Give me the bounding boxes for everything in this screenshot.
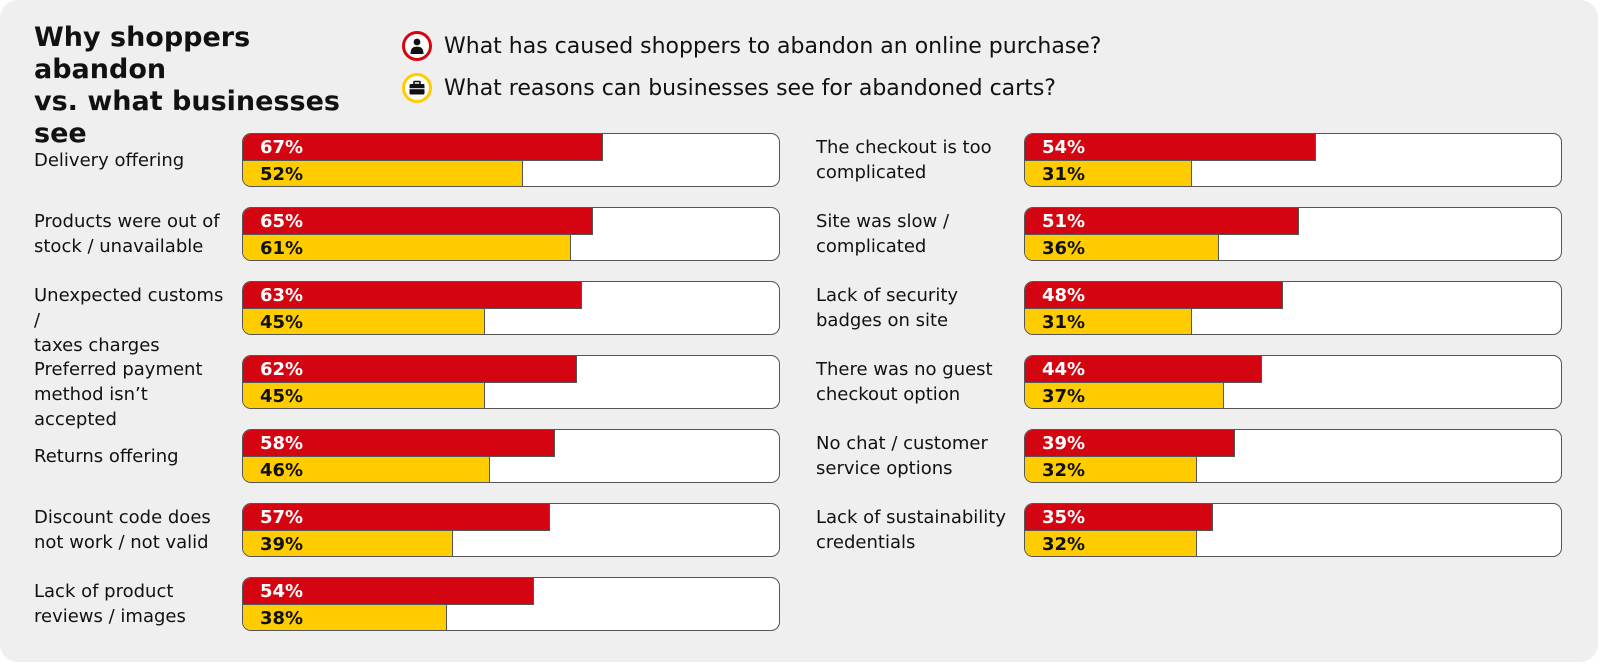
shoppers-bar — [243, 134, 604, 161]
businesses-value-label: 32% — [1042, 460, 1086, 481]
businesses-bar — [1025, 383, 1225, 408]
shoppers-bar — [1025, 282, 1284, 309]
category-label: Lack of sustainability credentials — [816, 507, 1007, 553]
legend-businesses-label: What reasons can businesses see for aban… — [444, 75, 1056, 101]
businesses-value-label: 32% — [1042, 534, 1086, 555]
bar-pair-12: 39% 32% — [1024, 429, 1562, 483]
bar-pair-6: 57% 39% — [242, 503, 780, 557]
businesses-bar — [243, 309, 486, 334]
category-label: Unexpected customs / taxes charges — [34, 285, 224, 356]
category-label: Lack of security badges on site — [816, 285, 959, 331]
legend-shoppers: What has caused shoppers to abandon an o… — [402, 28, 1101, 64]
shoppers-bar — [243, 208, 593, 235]
shoppers-value-label: 63% — [260, 285, 304, 306]
category-label: Lack of product reviews / images — [34, 581, 186, 627]
briefcase-icon — [402, 73, 432, 103]
businesses-bar — [243, 531, 453, 556]
bar-pair-2: 65% 61% — [242, 207, 780, 261]
businesses-value-label: 39% — [260, 534, 304, 555]
shoppers-value-label: 54% — [260, 581, 304, 602]
shoppers-bar — [243, 356, 577, 383]
category-label: The checkout is too complicated — [816, 137, 992, 183]
shoppers-value-label: 62% — [260, 359, 304, 380]
bar-pair-5: 58% 46% — [242, 429, 780, 483]
person-icon — [402, 31, 432, 61]
bar-pair-11: 44% 37% — [1024, 355, 1562, 409]
shoppers-value-label: 58% — [260, 433, 304, 454]
bar-pair-3: 63% 45% — [242, 281, 780, 335]
businesses-value-label: 45% — [260, 312, 304, 333]
shoppers-value-label: 67% — [260, 137, 304, 158]
shoppers-value-label: 54% — [1042, 137, 1086, 158]
shoppers-bar — [243, 430, 556, 457]
shoppers-bar — [243, 282, 582, 309]
businesses-value-label: 52% — [260, 164, 304, 185]
businesses-value-label: 61% — [260, 238, 304, 259]
businesses-bar — [243, 161, 523, 186]
bar-pair-4: 62% 45% — [242, 355, 780, 409]
shoppers-bar — [1025, 134, 1316, 161]
shoppers-value-label: 48% — [1042, 285, 1086, 306]
shoppers-bar — [243, 504, 550, 531]
businesses-bar — [1025, 457, 1198, 482]
businesses-bar — [1025, 309, 1192, 334]
chart-title: Why shoppers abandon vs. what businesses… — [34, 22, 340, 149]
shoppers-bar — [1025, 208, 1300, 235]
category-label: Site was slow / complicated — [816, 211, 950, 257]
category-label: No chat / customer service options — [816, 433, 988, 479]
bar-pair-7: 54% 38% — [242, 577, 780, 631]
category-label: Discount code does not work / not valid — [34, 507, 211, 553]
businesses-bar — [243, 235, 572, 260]
bar-pair-10: 48% 31% — [1024, 281, 1562, 335]
shoppers-value-label: 65% — [260, 211, 304, 232]
legend-shoppers-label: What has caused shoppers to abandon an o… — [444, 33, 1102, 59]
category-label: There was no guest checkout option — [816, 359, 993, 405]
businesses-bar — [243, 457, 491, 482]
bar-pair-1: 67% 52% — [242, 133, 780, 187]
bar-pair-13: 35% 32% — [1024, 503, 1562, 557]
shoppers-bar — [1025, 430, 1235, 457]
businesses-bar — [243, 605, 448, 630]
category-label: Products were out of stock / unavailable — [34, 211, 220, 257]
businesses-value-label: 45% — [260, 386, 304, 407]
category-label: Delivery offering — [34, 149, 185, 171]
businesses-value-label: 37% — [1042, 386, 1086, 407]
businesses-bar — [1025, 531, 1198, 556]
shoppers-value-label: 39% — [1042, 433, 1086, 454]
businesses-value-label: 46% — [260, 460, 304, 481]
legend-businesses: What reasons can businesses see for aban… — [402, 70, 1056, 106]
shoppers-bar — [1025, 504, 1214, 531]
businesses-value-label: 38% — [260, 608, 304, 629]
bar-pair-8: 54% 31% — [1024, 133, 1562, 187]
shoppers-bar — [1025, 356, 1262, 383]
category-label: Preferred payment method isn’t accepted — [34, 359, 203, 430]
businesses-bar — [1025, 235, 1219, 260]
businesses-value-label: 31% — [1042, 312, 1086, 333]
businesses-value-label: 31% — [1042, 164, 1086, 185]
businesses-bar — [1025, 161, 1192, 186]
businesses-value-label: 36% — [1042, 238, 1086, 259]
shoppers-value-label: 51% — [1042, 211, 1086, 232]
shoppers-value-label: 35% — [1042, 507, 1086, 528]
category-label: Returns offering — [34, 445, 179, 467]
businesses-bar — [243, 383, 486, 408]
shoppers-value-label: 44% — [1042, 359, 1086, 380]
shoppers-bar — [243, 578, 534, 605]
shoppers-value-label: 57% — [260, 507, 304, 528]
bar-pair-9: 51% 36% — [1024, 207, 1562, 261]
